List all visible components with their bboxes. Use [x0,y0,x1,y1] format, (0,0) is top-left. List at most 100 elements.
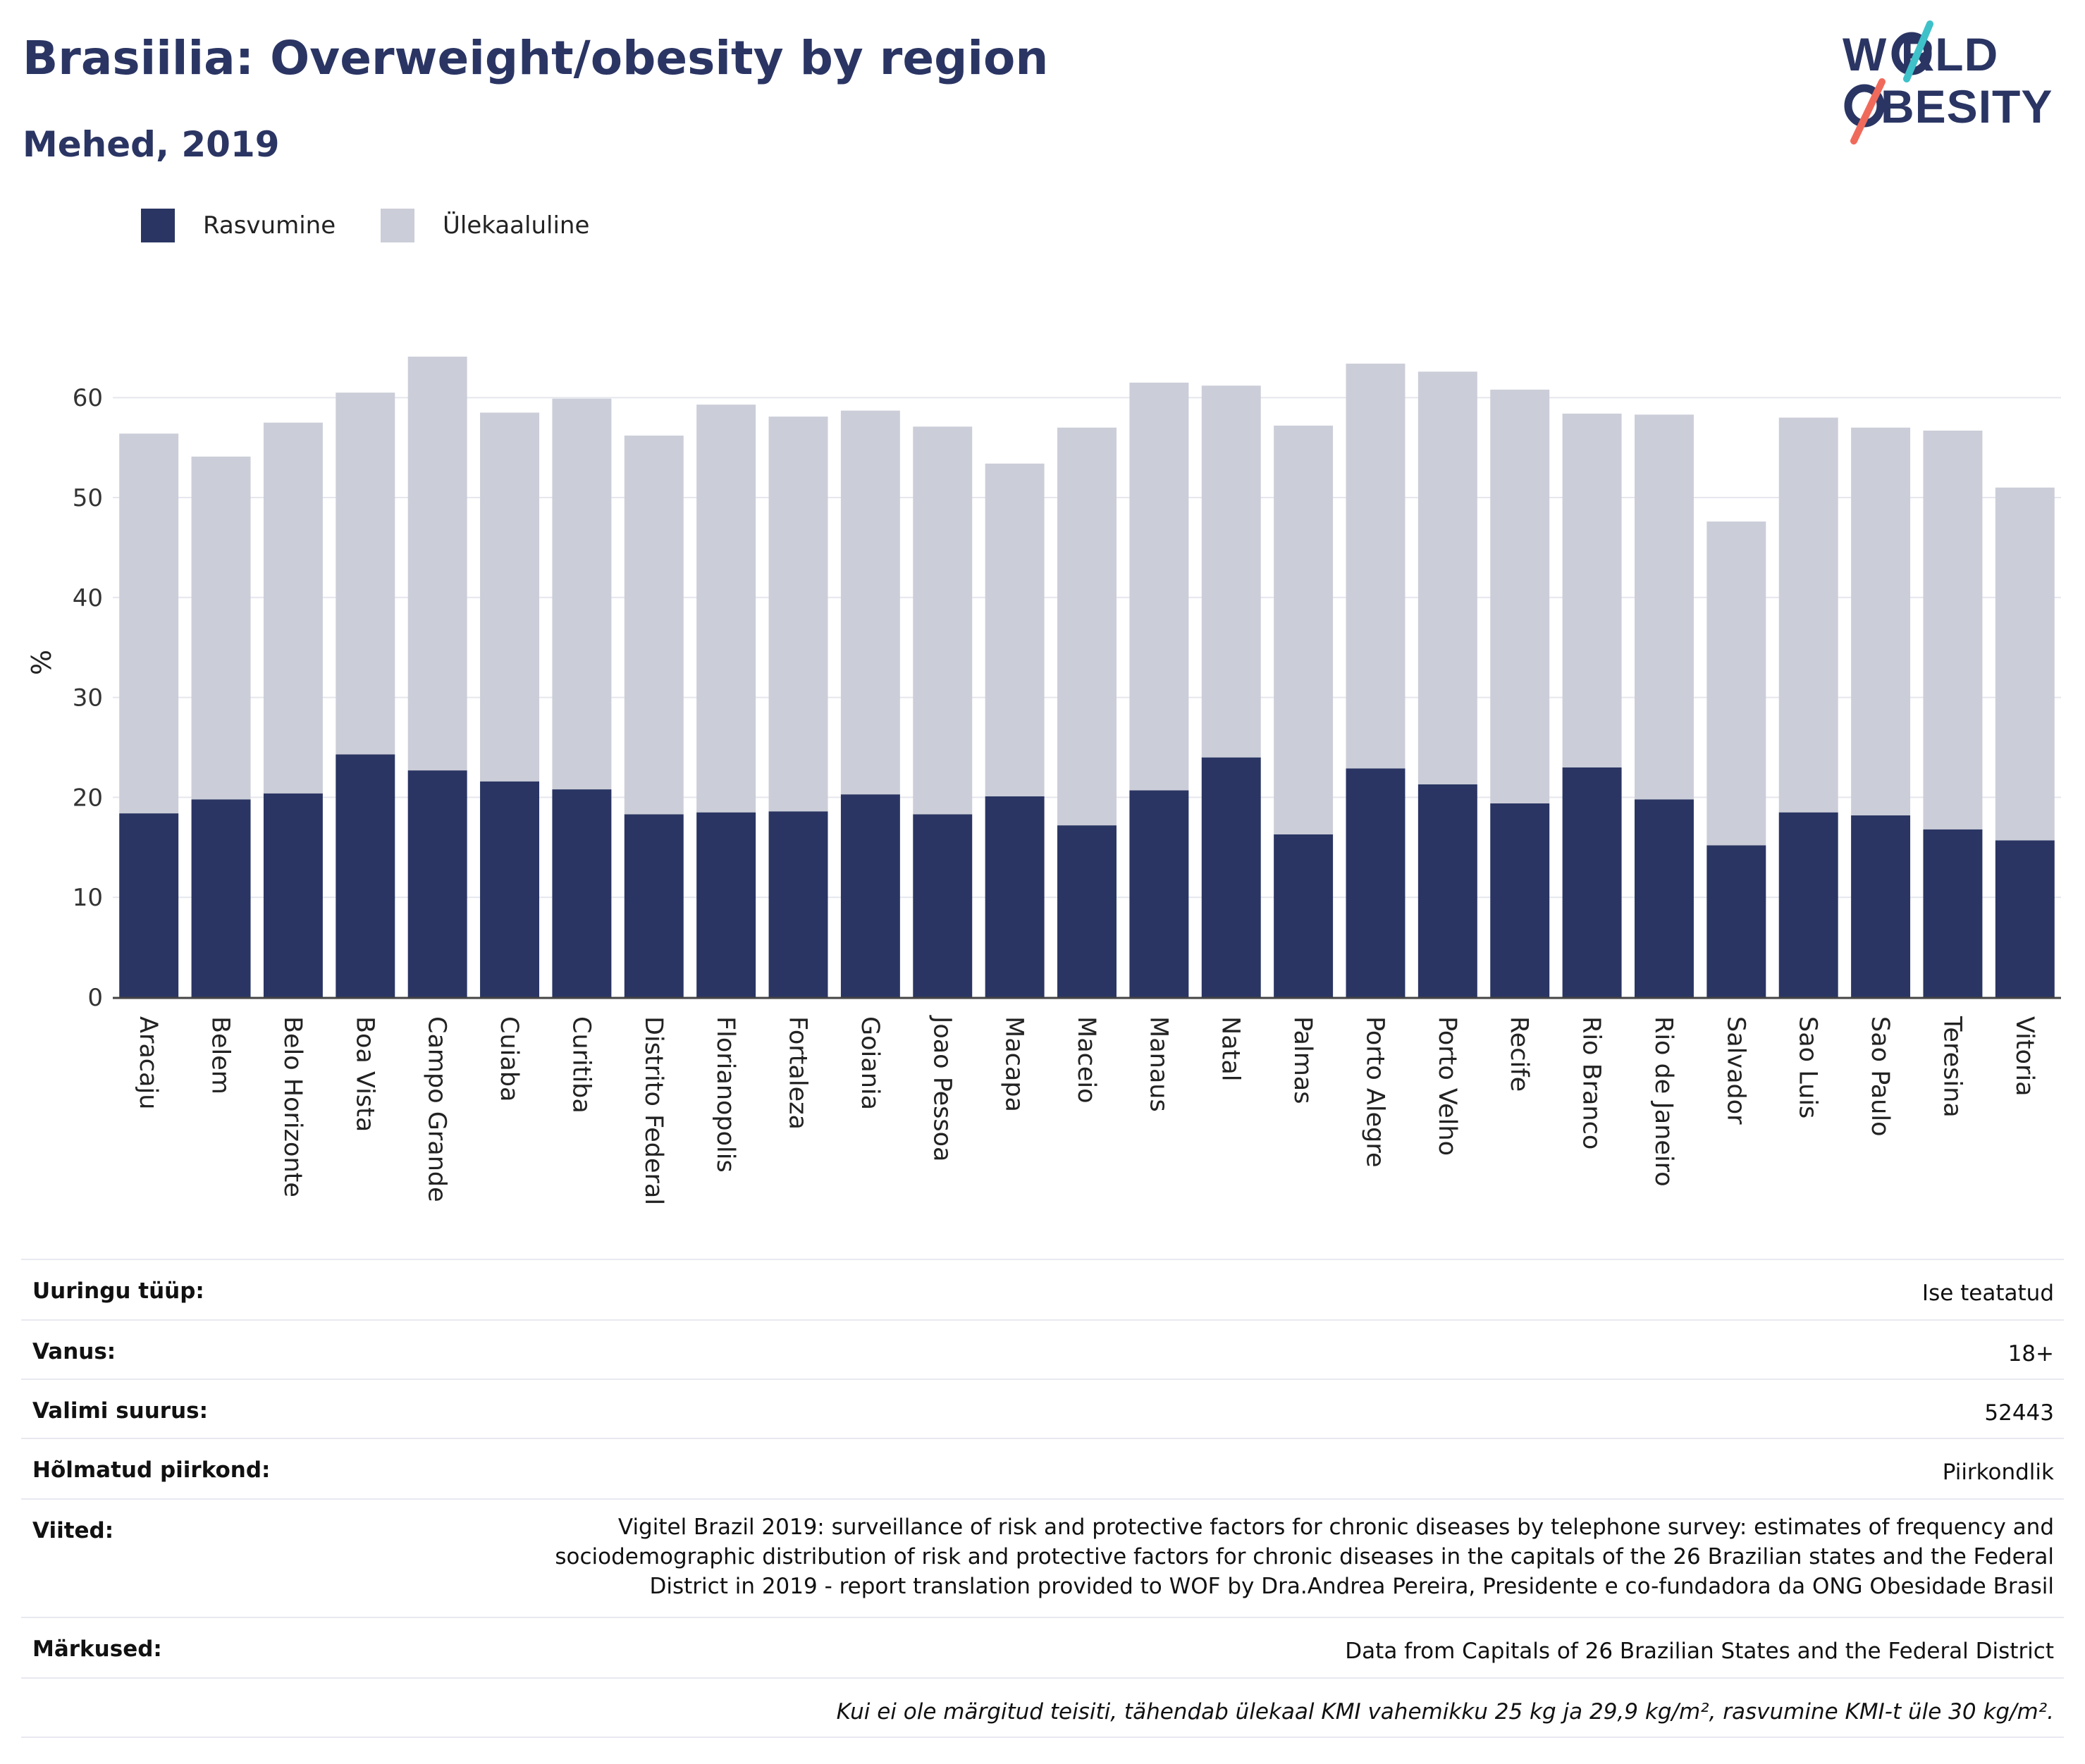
metadata-key: Viited: [32,1518,114,1543]
x-tick-label: Salvador [1721,1016,1749,1125]
bar-obesity[interactable] [336,754,395,997]
bar-overweight[interactable] [119,433,179,814]
axes: 0 10 20 30 40 50 60% Aracaju Belem Belo Horizonte… [26,384,2061,1205]
x-tick-label: Joao Pessoa [928,1015,956,1161]
bar-overweight[interactable] [1274,425,1334,834]
bar-obesity[interactable] [119,813,179,997]
metadata-row: Viited: Vigitel Brazil 2019: surveillance… [21,1498,2064,1617]
bar-obesity[interactable] [1129,790,1189,997]
metadata-row: Uuringu tüüp: Ise teatatud [21,1259,2064,1319]
x-tick-label: Boa Vista [350,1016,379,1132]
bar-obesity[interactable] [552,789,612,997]
bar-obesity[interactable] [1995,840,2055,997]
metadata-bottom-border [21,1737,2064,1738]
bar-overweight[interactable] [263,422,323,794]
x-tick-label: Belem [207,1016,235,1094]
bar-obesity[interactable] [985,796,1045,997]
bar-overweight[interactable] [480,412,540,782]
logo-slash-coral [1850,78,1886,144]
x-tick-label: Porto Alegre [1360,1016,1389,1168]
legend-label-obesity: Rasvumine [203,211,336,240]
bars [119,357,2055,997]
bar-obesity[interactable] [1778,812,1838,997]
bar-overweight[interactable] [1057,427,1117,826]
bar-overweight[interactable] [1995,487,2055,841]
bar-overweight[interactable] [1490,389,1550,803]
bar-overweight[interactable] [336,393,395,755]
bar-overweight[interactable] [1706,522,1766,846]
bar-obesity[interactable] [1346,768,1406,997]
bar-overweight[interactable] [1201,386,1261,758]
bar-overweight[interactable] [1778,417,1838,813]
bar-overweight[interactable] [696,405,756,813]
bar-overweight[interactable] [624,436,684,815]
bar-obesity[interactable] [1274,834,1334,997]
y-tick-label: 20 [73,784,103,812]
x-tick-label: Natal [1217,1016,1245,1082]
metadata-key: Märkused: [32,1636,162,1662]
x-tick-label: Teresina [1938,1016,1966,1118]
x-tick-label: Vitoria [2010,1016,2038,1097]
bar-overweight[interactable] [768,417,828,812]
y-tick-label: 60 [73,384,103,412]
bar-obesity[interactable] [1634,799,1694,997]
bar-obesity[interactable] [840,794,900,997]
x-tick-label: Rio de Janeiro [1649,1016,1678,1187]
bar-obesity[interactable] [1417,784,1477,997]
x-tick-label: Manaus [1144,1016,1172,1112]
bar-obesity[interactable] [913,814,973,997]
bar-overweight[interactable] [1129,382,1189,791]
metadata-value: 52443 [1984,1400,2054,1426]
bar-obesity[interactable] [696,812,756,997]
bar-obesity[interactable] [1851,815,1911,997]
metadata-key: Valimi suurus: [32,1398,208,1424]
bar-overweight[interactable] [913,426,973,815]
bar-overweight[interactable] [1923,430,1983,829]
x-tick-label: Goiania [856,1016,884,1110]
x-tick-label: Curitiba [567,1016,595,1114]
bar-overweight[interactable] [191,456,251,800]
bar-overweight[interactable] [840,410,900,795]
metadata-value: Kui ei ole märgitud teisiti, tähendab ül… [836,1699,2054,1725]
y-tick-label: 50 [73,484,103,512]
logo-slash-teal [1903,20,1933,82]
bar-overweight[interactable] [552,398,612,790]
x-tick-label: Palmas [1288,1016,1317,1104]
metadata-value: Ise teatatud [1921,1281,2054,1306]
bar-obesity[interactable] [1057,825,1117,997]
metadata-row: Kui ei ole märgitud teisiti, tähendab ül… [21,1677,2064,1737]
x-tick-label: Rio Branco [1577,1016,1606,1149]
y-tick-label: 40 [73,584,103,612]
bar-obesity[interactable] [1490,803,1550,997]
bar-overweight[interactable] [1417,371,1477,784]
bar-obesity[interactable] [1923,829,1983,997]
bar-obesity[interactable] [480,781,540,997]
bar-obesity[interactable] [1201,757,1261,997]
x-tick-label: Recife [1505,1016,1533,1092]
bar-obesity[interactable] [624,814,684,997]
metadata-value: Piirkondlik [1942,1460,2054,1485]
bar-overweight[interactable] [1851,427,1911,815]
bar-overweight[interactable] [985,463,1045,796]
bar-overweight[interactable] [1634,414,1694,800]
bar-obesity[interactable] [1706,845,1766,997]
bar-obesity[interactable] [407,770,467,997]
x-tick-label: Distrito Federal [639,1016,668,1205]
bar-overweight[interactable] [1346,363,1406,769]
bar-obesity[interactable] [1562,767,1622,997]
bar-overweight[interactable] [407,357,467,771]
bar-obesity[interactable] [263,793,323,997]
bar-obesity[interactable] [768,811,828,997]
metadata-row: Märkused: Data from Capitals of 26 Brazil… [21,1617,2064,1677]
metadata-value: Vigitel Brazil 2019: surveillance of ris… [555,1515,2054,1599]
legend-label-overweight: Ülekaaluline [443,211,590,240]
bar-obesity[interactable] [191,799,251,997]
x-tick-label: Belo Horizonte [278,1016,307,1197]
y-tick-label: 30 [73,684,103,713]
metadata-value: Data from Capitals of 26 Brazilian State… [1345,1639,2054,1664]
bar-overweight[interactable] [1562,413,1622,767]
x-tick-label: Sao Luis [1794,1016,1822,1118]
metadata-value: 18+ [2007,1341,2054,1367]
chart-title: Brasiilia: Overweight/obesity by region [23,31,1049,85]
x-tick-label: Campo Grande [423,1016,451,1202]
